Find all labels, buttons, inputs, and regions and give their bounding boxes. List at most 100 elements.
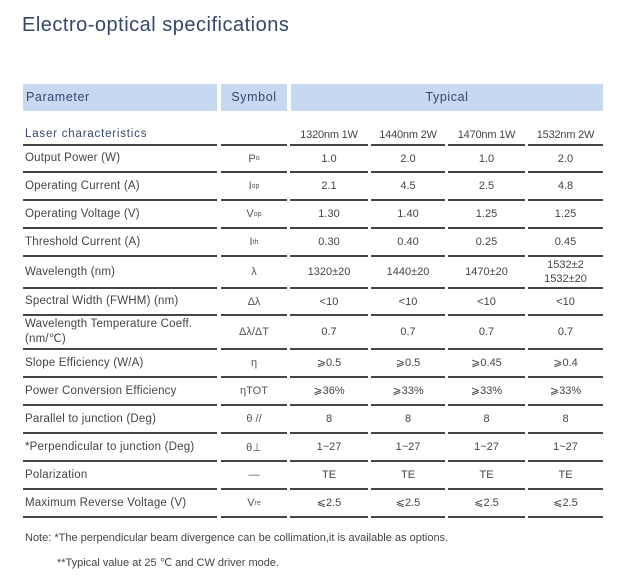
- value-cell: 2.0: [371, 146, 445, 173]
- symbol-base: η: [250, 357, 258, 369]
- parameter-cell: Operating Voltage (V): [23, 201, 217, 229]
- symbol-subscript: o: [255, 155, 260, 162]
- parameter-cell: Output Power (W): [23, 146, 217, 173]
- parameter-cell: Parallel to junction (Deg): [23, 406, 217, 434]
- table-row: Parallel to junction (Deg) θ //8 8 8 8: [0, 406, 625, 434]
- value-cell: <10: [528, 289, 603, 316]
- value-cell: 1440±20: [371, 257, 445, 289]
- value-cell: 8: [290, 406, 368, 434]
- symbol-cell: —: [221, 462, 287, 490]
- value-cell: 1~27: [290, 434, 368, 462]
- value-cell: ⩾33%: [371, 378, 445, 406]
- value-cell: ⩾33%: [448, 378, 525, 406]
- value-cell: 0.7: [528, 316, 603, 350]
- parameter-cell: Threshold Current (A): [23, 229, 217, 257]
- value-cell: 0.40: [371, 229, 445, 257]
- value-cell: 0.7: [371, 316, 445, 350]
- parameter-cell: Slope Efficiency (W/A): [23, 350, 217, 378]
- value-cell: 4.8: [528, 173, 603, 201]
- symbol-cell: λ: [221, 257, 287, 289]
- symbol-cell: θ⊥: [221, 434, 287, 462]
- section-symbol-blank: [221, 120, 287, 146]
- value-cell: ⩾0.45: [448, 350, 525, 378]
- value-cell: ⩽2.5: [371, 490, 445, 518]
- symbol-base: —: [248, 469, 260, 481]
- model-header: 1440nm 2W: [371, 120, 445, 146]
- symbol-base: I: [248, 180, 252, 192]
- symbol-base: θ⊥: [246, 441, 262, 454]
- value-cell: ⩾0.5: [290, 350, 368, 378]
- symbol-cell: θ //: [221, 406, 287, 434]
- symbol-base: V: [246, 208, 254, 220]
- parameter-cell: Power Conversion Efficiency: [23, 378, 217, 406]
- symbol-cell: Δλ/ΔT: [221, 316, 287, 350]
- symbol-base: I: [249, 236, 253, 248]
- symbol-subscript: re: [254, 499, 261, 507]
- value-cell: 2.1: [290, 173, 368, 201]
- symbol-base: θ //: [246, 413, 262, 425]
- value-cell: ⩾0.4: [528, 350, 603, 378]
- value-cell: 1532±2 1532±20: [528, 257, 603, 289]
- parameter-cell: Polarization: [23, 462, 217, 490]
- value-cell: 0.25: [448, 229, 525, 257]
- symbol-subscript: op: [253, 210, 262, 218]
- value-cell: <10: [448, 289, 525, 316]
- note-line-2: **Typical value at 25 ℃ and CW driver mo…: [57, 557, 280, 569]
- value-cell: 1~27: [371, 434, 445, 462]
- symbol-base: λ: [251, 266, 257, 278]
- table-row: Wavelength (nm) λ 1320±20 1440±20 1470±20 153…: [0, 257, 625, 289]
- value-cell: ⩾0.5: [371, 350, 445, 378]
- value-cell: 1.0: [448, 146, 525, 173]
- value-cell: 1~27: [528, 434, 603, 462]
- value-cell: 2.5: [448, 173, 525, 201]
- value-cell: 1320±20: [290, 257, 368, 289]
- value-cell: 8: [528, 406, 603, 434]
- value-cell: 0.30: [290, 229, 368, 257]
- value-cell: ⩽2.5: [448, 490, 525, 518]
- value-cell: ⩾33%: [528, 378, 603, 406]
- value-cell: <10: [290, 289, 368, 316]
- symbol-base: V: [247, 497, 255, 509]
- model-header: 1320nm 1W: [290, 120, 368, 146]
- value-cell: TE: [528, 462, 603, 490]
- table-row: Polarization — TE TE TE TE: [0, 462, 625, 490]
- symbol-base: ηTOT: [240, 385, 268, 397]
- parameter-cell: Spectral Width (FWHM) (nm): [23, 289, 217, 316]
- value-cell: 0.7: [448, 316, 525, 350]
- header-symbol: Symbol: [221, 84, 287, 111]
- model-header: 1532nm 2W: [528, 120, 603, 146]
- value-cell: 8: [371, 406, 445, 434]
- parameter-cell: Wavelength Temperature Coeff. (nm/℃): [23, 316, 217, 350]
- value-cell: 1~27: [448, 434, 525, 462]
- page-title: Electro-optical specifications: [22, 14, 290, 36]
- value-cell: TE: [290, 462, 368, 490]
- value-cell: TE: [371, 462, 445, 490]
- table-row: Power Conversion Efficiency ηTOT ⩾36% ⩾33% ⩾…: [0, 378, 625, 406]
- value-cell: 0.45: [528, 229, 603, 257]
- value-cell: TE: [448, 462, 525, 490]
- header-parameter: Parameter: [23, 84, 217, 111]
- value-cell: 1.25: [528, 201, 603, 229]
- symbol-subscript: th: [252, 238, 259, 246]
- table-row: *Perpendicular to junction (Deg) θ⊥ 1~27 1~…: [0, 434, 625, 462]
- value-cell: 0.7: [290, 316, 368, 350]
- value-cell: ⩽2.5: [528, 490, 603, 518]
- value-cell: ⩽2.5: [290, 490, 368, 518]
- value-cell: 1470±20: [448, 257, 525, 289]
- value-cell: 4.5: [371, 173, 445, 201]
- parameter-cell: Wavelength (nm): [23, 257, 217, 289]
- symbol-base: Δλ/ΔT: [239, 326, 269, 338]
- table-row: Spectral Width (FWHM) (nm) Δλ <10 <10 <10 <10: [0, 289, 625, 316]
- symbol-cell: η: [221, 350, 287, 378]
- table-row: Slope Efficiency (W/A) η ⩾0.5 ⩾0.5 ⩾0.45 ⩾0.4: [0, 350, 625, 378]
- value-cell: ⩾36%: [290, 378, 368, 406]
- value-cell: 1.0: [290, 146, 368, 173]
